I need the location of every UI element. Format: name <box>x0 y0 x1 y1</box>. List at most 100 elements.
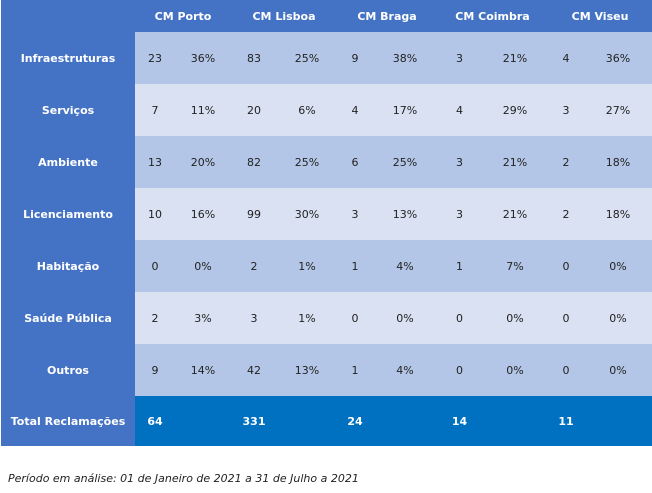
percent-cell: 6% <box>277 84 337 136</box>
percent-cell: 0% <box>482 344 549 396</box>
percent-cell: 27% <box>584 84 652 136</box>
total-empty-cell <box>175 396 231 446</box>
percent-cell: 0% <box>373 292 438 344</box>
count-cell: 3 <box>437 32 483 84</box>
percent-cell: 11% <box>175 84 231 136</box>
percent-cell: 25% <box>277 136 337 188</box>
percent-cell: 3% <box>175 292 231 344</box>
count-cell: 3 <box>231 292 277 344</box>
col-header-lisboa: CM Lisboa <box>252 9 316 23</box>
count-cell: 0 <box>548 292 585 344</box>
table-row: Infraestruturas 23 36% 83 25% 9 38% 3 21% 4 36% <box>1 32 652 84</box>
percent-cell: 30% <box>277 188 337 240</box>
percent-cell: 17% <box>373 84 438 136</box>
count-cell: 99 <box>231 188 277 240</box>
count-cell: 1 <box>337 344 373 396</box>
row-label: Serviços <box>1 84 135 136</box>
percent-cell: 4% <box>373 240 438 292</box>
percent-cell: 16% <box>175 188 231 240</box>
count-cell: 6 <box>337 136 373 188</box>
percent-cell: 18% <box>584 188 652 240</box>
total-count-cell: 331 <box>231 396 277 446</box>
count-cell: 13 <box>135 136 175 188</box>
row-label: Ambiente <box>1 136 135 188</box>
period-footnote: Período em análise: 01 de Janeiro de 202… <box>8 472 359 485</box>
count-cell: 0 <box>337 292 373 344</box>
total-count-cell: 24 <box>337 396 373 446</box>
percent-cell: 1% <box>277 240 337 292</box>
row-label: Licenciamento <box>1 188 135 240</box>
percent-cell: 0% <box>482 292 549 344</box>
count-cell: 1 <box>437 240 483 292</box>
percent-cell: 4% <box>373 344 438 396</box>
count-cell: 83 <box>231 32 277 84</box>
count-cell: 0 <box>548 344 585 396</box>
header-row: CM Porto CM Lisboa CM Braga CM Coimbra C… <box>1 0 652 32</box>
percent-cell: 36% <box>175 32 231 84</box>
percent-cell: 0% <box>584 344 652 396</box>
count-cell: 10 <box>135 188 175 240</box>
count-cell: 4 <box>548 32 585 84</box>
total-row: Total Reclamações 64 331 24 14 11 <box>1 396 652 446</box>
percent-cell: 13% <box>277 344 337 396</box>
percent-cell: 0% <box>584 240 652 292</box>
percent-cell: 29% <box>482 84 549 136</box>
col-header-braga: CM Braga <box>357 9 417 23</box>
percent-cell: 1% <box>277 292 337 344</box>
row-label: Habitação <box>1 240 135 292</box>
percent-cell: 36% <box>584 32 652 84</box>
col-header-coimbra: CM Coimbra <box>455 9 530 23</box>
col-header-viseu: CM Viseu <box>571 9 629 23</box>
percent-cell: 38% <box>373 32 438 84</box>
percent-cell: 13% <box>373 188 438 240</box>
count-cell: 2 <box>231 240 277 292</box>
total-count-cell: 64 <box>135 396 175 446</box>
count-cell: 0 <box>437 344 483 396</box>
total-empty-cell <box>373 396 438 446</box>
count-cell: 4 <box>437 84 483 136</box>
row-label: Outros <box>1 344 135 396</box>
percent-cell: 14% <box>175 344 231 396</box>
percent-cell: 7% <box>482 240 549 292</box>
count-cell: 42 <box>231 344 277 396</box>
table-row: Saúde Pública 2 3% 3 1% 0 0% 0 0% 0 0% <box>1 292 652 344</box>
col-header-porto: CM Porto <box>154 9 212 23</box>
count-cell: 3 <box>548 84 585 136</box>
percent-cell: 25% <box>277 32 337 84</box>
percent-cell: 25% <box>373 136 438 188</box>
percent-cell: 21% <box>482 32 549 84</box>
count-cell: 0 <box>437 292 483 344</box>
table-row: Licenciamento 10 16% 99 30% 3 13% 3 21% 2 18% <box>1 188 652 240</box>
total-empty-cell <box>482 396 549 446</box>
count-cell: 2 <box>548 188 585 240</box>
percent-cell: 21% <box>482 188 549 240</box>
total-empty-cell <box>277 396 337 446</box>
count-cell: 1 <box>337 240 373 292</box>
count-cell: 3 <box>437 136 483 188</box>
count-cell: 0 <box>135 240 175 292</box>
total-count-cell: 14 <box>437 396 483 446</box>
percent-cell: 20% <box>175 136 231 188</box>
count-cell: 2 <box>135 292 175 344</box>
count-cell: 9 <box>337 32 373 84</box>
percent-cell: 18% <box>584 136 652 188</box>
count-cell: 2 <box>548 136 585 188</box>
header-corner <box>1 0 135 32</box>
total-label: Total Reclamações <box>1 396 135 446</box>
row-label: Saúde Pública <box>1 292 135 344</box>
percent-cell: 0% <box>584 292 652 344</box>
percent-cell: 0% <box>175 240 231 292</box>
count-cell: 4 <box>337 84 373 136</box>
count-cell: 3 <box>337 188 373 240</box>
count-cell: 20 <box>231 84 277 136</box>
percent-cell: 21% <box>482 136 549 188</box>
count-cell: 82 <box>231 136 277 188</box>
count-cell: 3 <box>437 188 483 240</box>
total-empty-cell <box>584 396 652 446</box>
count-cell: 9 <box>135 344 175 396</box>
table-row: Ambiente 13 20% 82 25% 6 25% 3 21% 2 18% <box>1 136 652 188</box>
count-cell: 0 <box>548 240 585 292</box>
complaints-table: CM Porto CM Lisboa CM Braga CM Coimbra C… <box>1 0 652 446</box>
total-count-cell: 11 <box>548 396 585 446</box>
table-row: Serviços 7 11% 20 6% 4 17% 4 29% 3 27% <box>1 84 652 136</box>
